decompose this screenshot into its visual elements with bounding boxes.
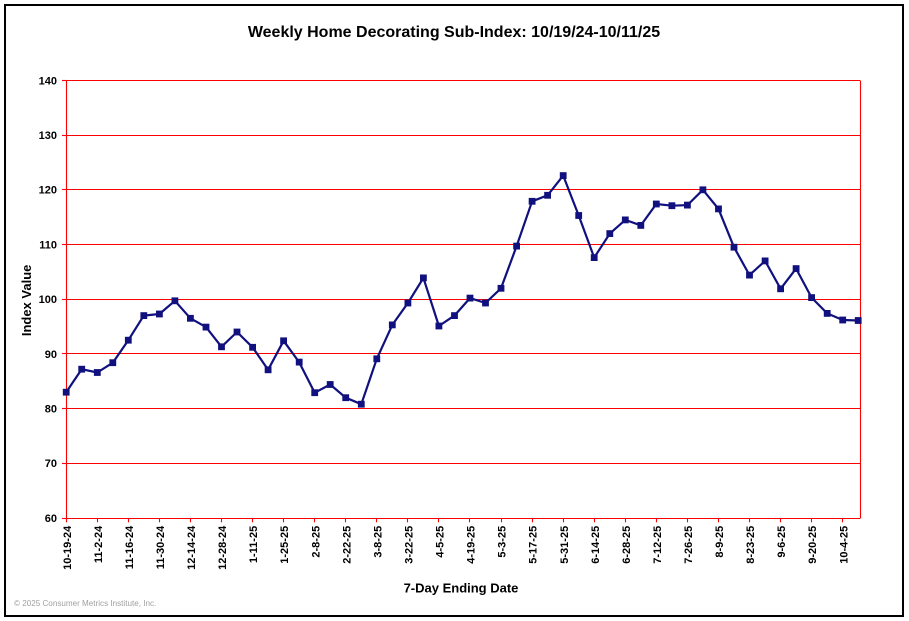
svg-text:3-22-25: 3-22-25: [404, 526, 416, 564]
svg-text:1-25-25: 1-25-25: [279, 526, 291, 564]
svg-text:4-5-25: 4-5-25: [435, 526, 447, 558]
svg-text:5-31-25: 5-31-25: [559, 526, 571, 564]
svg-text:12-28-24: 12-28-24: [217, 525, 229, 570]
svg-text:70: 70: [45, 458, 57, 470]
svg-text:7-12-25: 7-12-25: [652, 526, 664, 564]
svg-text:10-4-25: 10-4-25: [838, 526, 850, 564]
svg-text:4-19-25: 4-19-25: [466, 526, 478, 564]
svg-text:110: 110: [39, 239, 57, 251]
svg-text:8-23-25: 8-23-25: [745, 526, 757, 564]
svg-text:© 2025 Consumer Metrics Instit: © 2025 Consumer Metrics Institute, Inc.: [14, 599, 156, 608]
svg-text:5-3-25: 5-3-25: [497, 526, 509, 558]
svg-text:130: 130: [39, 130, 57, 142]
svg-text:100: 100: [39, 294, 57, 306]
svg-text:1-11-25: 1-11-25: [248, 526, 260, 563]
svg-text:11-16-24: 11-16-24: [124, 525, 136, 569]
svg-text:120: 120: [39, 185, 57, 197]
svg-text:2-8-25: 2-8-25: [310, 526, 322, 558]
svg-text:7-26-25: 7-26-25: [683, 526, 695, 564]
svg-text:Weekly Home Decorating Sub-Ind: Weekly Home Decorating Sub-Index: 10/19/…: [248, 24, 660, 41]
svg-text:9-6-25: 9-6-25: [776, 526, 788, 558]
svg-text:Index Value: Index Value: [19, 265, 34, 337]
svg-text:7-Day Ending Date: 7-Day Ending Date: [404, 581, 519, 596]
svg-text:10-19-24: 10-19-24: [62, 525, 74, 570]
svg-text:60: 60: [45, 513, 57, 525]
svg-text:6-14-25: 6-14-25: [590, 526, 602, 564]
svg-text:2-22-25: 2-22-25: [341, 526, 353, 564]
svg-text:11-2-24: 11-2-24: [93, 525, 105, 563]
svg-text:3-8-25: 3-8-25: [372, 526, 384, 558]
svg-text:11-30-24: 11-30-24: [155, 525, 167, 569]
svg-text:9-20-25: 9-20-25: [807, 526, 819, 564]
svg-text:140: 140: [39, 75, 57, 87]
svg-text:5-17-25: 5-17-25: [528, 526, 540, 564]
svg-text:6-28-25: 6-28-25: [621, 526, 633, 564]
svg-text:8-9-25: 8-9-25: [714, 526, 726, 558]
svg-text:90: 90: [45, 349, 57, 361]
svg-text:80: 80: [45, 404, 57, 416]
svg-text:12-14-24: 12-14-24: [186, 525, 198, 570]
